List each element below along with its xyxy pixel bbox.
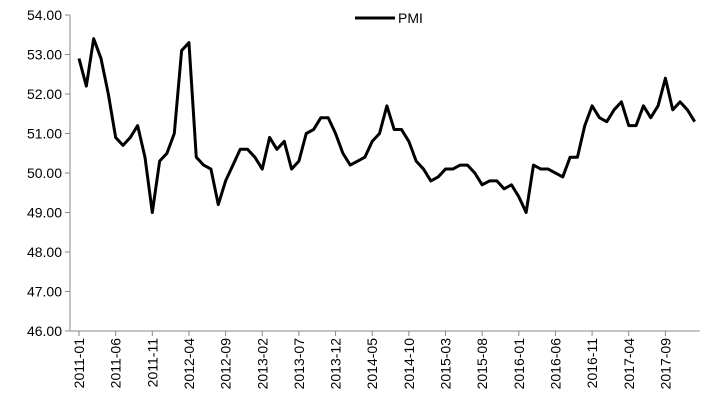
x-tick-label: 2014-05 [364, 338, 380, 390]
x-tick-label: 2015-08 [474, 338, 490, 390]
x-tick-label: 2017-04 [621, 338, 637, 390]
x-tick-label: 2011-11 [144, 338, 160, 388]
y-tick-label: 48.00 [27, 244, 62, 260]
y-tick-label: 54.00 [27, 7, 62, 23]
y-tick-label: 51.00 [27, 126, 62, 142]
x-tick-label: 2013-07 [291, 338, 307, 390]
x-tick-label: 2011-01 [71, 338, 87, 389]
line-series [77, 37, 696, 214]
y-tick-label: 52.00 [27, 86, 62, 102]
y-tick-label: 53.00 [27, 47, 62, 63]
x-tick-label: 2013-02 [254, 338, 270, 390]
y-tick-label: 49.00 [27, 205, 62, 221]
y-tick-label: 50.00 [27, 165, 62, 181]
x-tick-label: 2013-12 [328, 338, 344, 390]
x-tick-label: 2015-03 [438, 338, 454, 390]
x-tick-label: 2014-10 [401, 338, 417, 390]
x-tick-label: 2016-01 [511, 338, 527, 390]
x-tick-label: 2012-09 [218, 338, 234, 390]
x-tick-label: 2012-04 [181, 338, 197, 390]
y-tick-label: 47.00 [27, 284, 62, 300]
x-tick-label: 2011-06 [108, 338, 124, 389]
legend-label: PMI [398, 10, 423, 26]
x-tick-label: 2016-11 [584, 338, 600, 389]
x-tick-label: 2016-06 [547, 338, 563, 390]
x-tick-label: 2017-09 [657, 338, 673, 390]
y-tick-label: 46.00 [27, 323, 62, 339]
